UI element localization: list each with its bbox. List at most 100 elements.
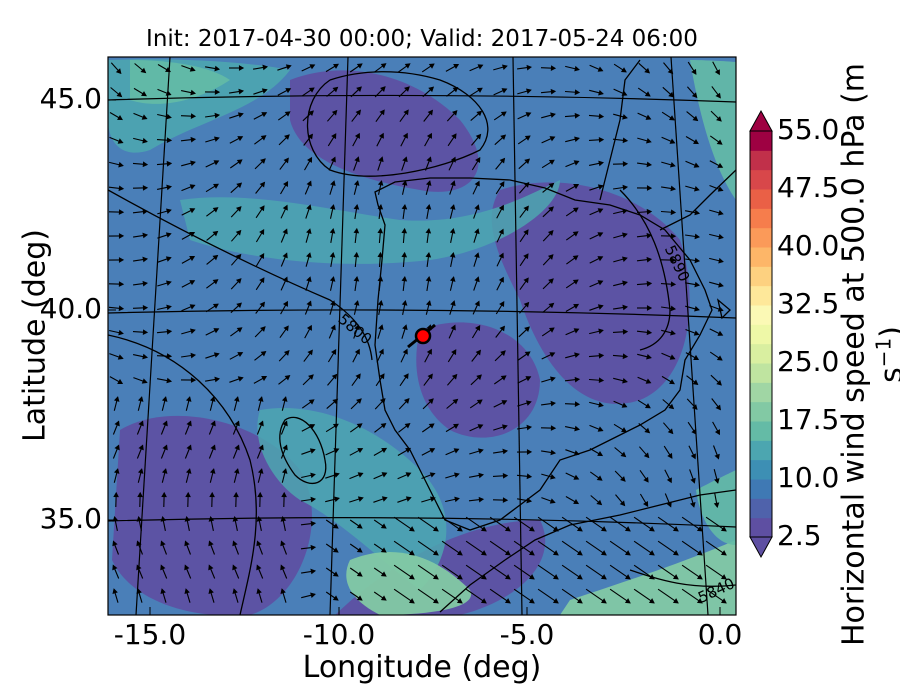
- wind-arrow-head: [426, 132, 432, 139]
- wind-arrow-head: [696, 526, 703, 532]
- wind-arrow-head: [189, 232, 196, 238]
- wind-arrow-head: [598, 377, 605, 383]
- colorbar-level: [750, 421, 772, 441]
- wind-arrow-head: [498, 228, 504, 235]
- wind-arrow-head: [498, 204, 504, 211]
- wind-arrow-head: [450, 180, 456, 187]
- wind-arrow-head: [117, 354, 124, 360]
- wind-arrow-head: [235, 229, 242, 236]
- wind-arrow-head: [715, 404, 721, 411]
- wind-arrow-head: [136, 540, 142, 547]
- wind-arrow-head: [117, 378, 124, 384]
- wind-arrow-head: [643, 452, 650, 459]
- wind-arrow-head: [622, 377, 628, 384]
- wind-arrow-head: [166, 328, 173, 335]
- wind-arrow-head: [353, 251, 360, 258]
- wind-arrow-head: [234, 420, 240, 427]
- wind-arrow-head: [357, 496, 364, 502]
- wind-band-mid: [180, 180, 560, 264]
- wind-arrow-head: [404, 422, 411, 429]
- wind-band-low: [416, 322, 540, 438]
- wind-arrow-head: [693, 139, 699, 145]
- wind-arrow-head: [381, 472, 388, 478]
- wind-arrow-head: [137, 468, 144, 474]
- wind-arrow-head: [716, 379, 722, 386]
- wind-arrow-head: [257, 396, 264, 402]
- wind-arrow-head: [694, 186, 700, 192]
- wind-arrow-head: [329, 204, 336, 210]
- wind-arrow-head: [720, 526, 727, 532]
- wind-arrow-head: [401, 275, 408, 282]
- wind-arrow-head: [142, 280, 149, 287]
- wind-arrow-head: [646, 256, 653, 263]
- wind-arrow-head: [528, 526, 535, 532]
- wind-arrow-head: [693, 162, 700, 168]
- wind-arrow-head: [498, 276, 504, 283]
- wind-arrow-head: [190, 89, 197, 96]
- colorbar-tick-label: 25.0: [777, 345, 840, 378]
- wind-arrow-head: [233, 468, 240, 474]
- wind-arrow-head: [259, 277, 265, 284]
- wind-arrow-head: [691, 92, 698, 99]
- parallel: [108, 517, 736, 528]
- africa-coast: [439, 489, 736, 613]
- meridian: [670, 57, 709, 615]
- wind-arrow-head: [329, 251, 336, 258]
- wind-arrow-head: [256, 588, 262, 594]
- wind-arrow-head: [574, 376, 581, 383]
- wind-arrow-head: [550, 400, 557, 407]
- wind-arrow-head: [353, 227, 360, 234]
- wind-arrow-head: [598, 137, 605, 143]
- wind-arrow-head: [283, 181, 289, 187]
- wind-arrow-head: [600, 598, 607, 604]
- wind-arrow-head: [499, 325, 505, 332]
- wind-arrow-head: [118, 233, 125, 239]
- wind-arrow-head: [256, 564, 262, 571]
- wind-arrow-head: [428, 398, 434, 405]
- y-axis-label: Latitude (deg): [17, 229, 53, 442]
- wind-arrow-head: [380, 595, 387, 601]
- wind-arrow-head: [331, 133, 337, 140]
- y-tick-label: 40.0: [39, 292, 102, 325]
- wind-arrow-head: [214, 89, 221, 95]
- wind-arrow-head: [378, 324, 384, 330]
- colorbar-level: [750, 459, 772, 480]
- wind-arrow-head: [214, 376, 221, 383]
- wind-arrow-head: [669, 354, 676, 360]
- wind-arrow-head: [238, 88, 245, 95]
- wind-arrow-head: [402, 132, 408, 139]
- wind-arrow-head: [644, 67, 651, 74]
- colorbar-tick-label: 40.0: [777, 229, 840, 262]
- wind-arrow-head: [523, 301, 530, 308]
- wind-arrow-head: [475, 157, 481, 163]
- wind-arrow-head: [502, 497, 509, 503]
- wind-arrow-head: [356, 523, 363, 529]
- wind-arrow-head: [356, 398, 362, 404]
- wind-arrow-head: [236, 327, 243, 333]
- wind-arrow-head: [475, 325, 481, 331]
- wind-arrow-head: [213, 328, 220, 334]
- wind-arrow-head: [190, 136, 197, 143]
- wind-arrow-head: [552, 574, 559, 580]
- wind-arrow-head: [283, 350, 290, 356]
- wind-arrow-head: [282, 228, 288, 235]
- wind-arrow-head: [428, 86, 435, 93]
- wind-arrow-head: [405, 472, 412, 478]
- wind-arrow-head: [112, 588, 118, 594]
- wind-arrow-head: [669, 379, 675, 385]
- wind-arrow-head: [237, 136, 244, 142]
- wind-arrow-head: [645, 114, 652, 120]
- wind-arrow-head: [525, 376, 532, 382]
- wind-arrow-head: [549, 498, 556, 504]
- wind-arrow-head: [713, 502, 720, 509]
- wind-arrow-head: [573, 303, 580, 309]
- wind-arrow-head: [142, 161, 149, 168]
- wind-arrow-head: [331, 349, 337, 355]
- wind-arrow-head: [332, 571, 339, 577]
- wind-arrow-head: [379, 373, 385, 380]
- wind-arrow-head: [161, 468, 168, 474]
- wind-arrow-head: [142, 185, 149, 191]
- wind-arrow-head: [474, 276, 480, 283]
- wind-arrow-head: [209, 468, 216, 474]
- wind-arrow-head: [526, 88, 532, 94]
